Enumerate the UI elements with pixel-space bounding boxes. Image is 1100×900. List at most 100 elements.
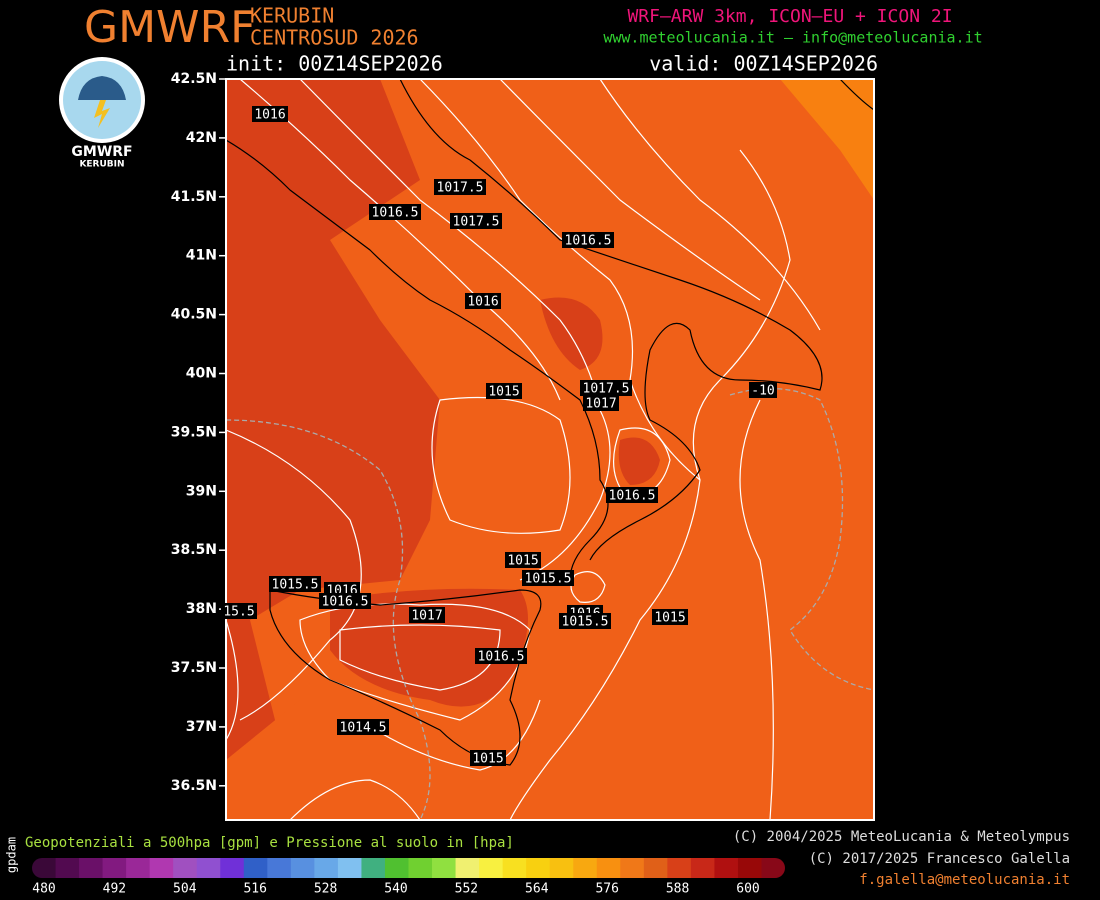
- colorbar-swatch: [479, 858, 504, 878]
- colorbar-swatch: [714, 858, 739, 878]
- contour-label: 1017: [585, 397, 616, 412]
- latitude-label: 42N: [186, 130, 217, 146]
- contour-label: 1016.5: [565, 234, 612, 249]
- latitude-label: 39.5N: [171, 424, 217, 440]
- colorbar-label: 516: [243, 882, 266, 897]
- latitude-label: 41N: [186, 248, 217, 264]
- contour-label-box: [319, 593, 371, 609]
- colorbar-swatch: [596, 858, 621, 878]
- model-domain: CENTROSUD 2026: [250, 26, 419, 50]
- contour-label: 1017.5: [437, 181, 484, 196]
- contour-label: 1015: [472, 752, 503, 767]
- colorbar: 480 492 504 516 528 540 552 564 576 588 600: [32, 858, 785, 897]
- colorbar-cap: [761, 858, 785, 878]
- colorbar-swatch: [102, 858, 127, 878]
- contour-label-box: [465, 293, 501, 309]
- colorbar-swatch: [384, 858, 409, 878]
- geopotential-lines: [226, 387, 874, 820]
- logo-bolt: [94, 100, 110, 128]
- colorbar-label: 564: [525, 882, 549, 897]
- contour-label-box: [450, 213, 502, 229]
- latitude-label: 38.5N: [171, 542, 217, 558]
- contour-label-box: [409, 607, 445, 623]
- colorbar-swatch: [79, 858, 104, 878]
- contour-label-box: [475, 648, 527, 664]
- contour-label-box: [583, 395, 619, 411]
- contour-label-box: [434, 179, 486, 195]
- colorbar-label: 540: [384, 882, 407, 897]
- colorbar-swatch: [620, 858, 645, 878]
- legend-description: Geopotenziali a 500hpa [gpm] e Pressione…: [25, 835, 514, 851]
- contour-label: 1015.5: [562, 615, 609, 630]
- contour-label-box: [562, 232, 614, 248]
- colorbar-label: 552: [455, 882, 478, 897]
- contour-label: 1015: [507, 554, 538, 569]
- colorbar-label: 588: [666, 882, 689, 897]
- colorbar-swatch: [126, 858, 151, 878]
- contour-label: 1016.5: [372, 206, 419, 221]
- latitude-label: 42.5N: [171, 71, 217, 87]
- contour-label: 1016.5: [322, 595, 369, 610]
- colorbar-swatch: [455, 858, 480, 878]
- contour-label-box: [252, 106, 288, 122]
- model-name: KERUBIN: [250, 4, 334, 28]
- contour-label-box: [606, 487, 658, 503]
- isobars: [226, 79, 821, 820]
- init-time: init: 00Z14SEP2026: [226, 52, 443, 76]
- latitude-label: 40N: [186, 366, 217, 382]
- contour-label: 1014.5: [340, 721, 387, 736]
- contour-label-box: [269, 576, 321, 592]
- colorbar-swatch: [549, 858, 574, 878]
- valid-time: valid: 00Z14SEP2026: [649, 52, 878, 76]
- contour-label-box: [652, 609, 688, 625]
- contour-label-box: [369, 204, 421, 220]
- colorbar-swatch: [220, 858, 245, 878]
- contour-label: 1017.5: [583, 382, 630, 397]
- map-frame: [225, 78, 875, 821]
- contour-label-box: [580, 380, 632, 396]
- colorbar-swatch: [526, 858, 551, 878]
- contour-label: 1015: [488, 385, 519, 400]
- contour-label: 1016: [467, 295, 498, 310]
- colorbar-swatch: [408, 858, 433, 878]
- contour-label-box: [221, 603, 257, 619]
- colorbar-swatch: [667, 858, 692, 878]
- colorbar-swatch: [196, 858, 221, 878]
- field-mid: [226, 700, 500, 820]
- contour-label: -10: [751, 384, 774, 399]
- colorbar-label: 492: [103, 882, 126, 897]
- legend-unit: gpdam: [5, 837, 19, 873]
- colorbar-swatch: [149, 858, 174, 878]
- colorbar-swatch: [55, 858, 80, 878]
- latitude-label: 36.5N: [171, 778, 217, 794]
- colorbar-swatch: [173, 858, 198, 878]
- colorbar-swatch: [432, 858, 457, 878]
- field-high: [780, 79, 874, 200]
- contour-label: 1015: [654, 611, 685, 626]
- colorbar-label: 600: [736, 882, 759, 897]
- colorbar-label: 528: [314, 882, 337, 897]
- colorbar-swatch: [502, 858, 527, 878]
- colorbar-label: 504: [173, 882, 197, 897]
- colorbar-cap: [32, 858, 56, 878]
- latitude-label: 41.5N: [171, 189, 217, 205]
- contour-label-box: [505, 552, 541, 568]
- colorbar-swatch: [337, 858, 362, 878]
- logo-subtitle: KERUBIN: [79, 160, 124, 170]
- contour-label: 1016.5: [609, 489, 656, 504]
- copyright: (C) 2004/2025 MeteoLucania & Meteolympus: [733, 829, 1070, 845]
- contour-label-box: [522, 570, 574, 586]
- latitude-label: 39N: [186, 483, 217, 499]
- email: f.galella@meteolucania.it: [859, 872, 1070, 888]
- contour-label-box: [749, 382, 777, 398]
- colorbar-swatch: [573, 858, 598, 878]
- colorbar-swatch: [290, 858, 315, 878]
- contacts: www.meteolucania.it – info@meteolucania.…: [603, 29, 982, 47]
- latitude-label: 40.5N: [171, 307, 217, 323]
- contour-label-box: [486, 383, 522, 399]
- logo-cloud: [78, 76, 126, 100]
- latitude-label: 38N: [186, 601, 217, 617]
- colorbar-swatch: [267, 858, 292, 878]
- contour-label: 1017: [411, 609, 442, 624]
- logo: GMWRF KERUBIN: [59, 57, 145, 170]
